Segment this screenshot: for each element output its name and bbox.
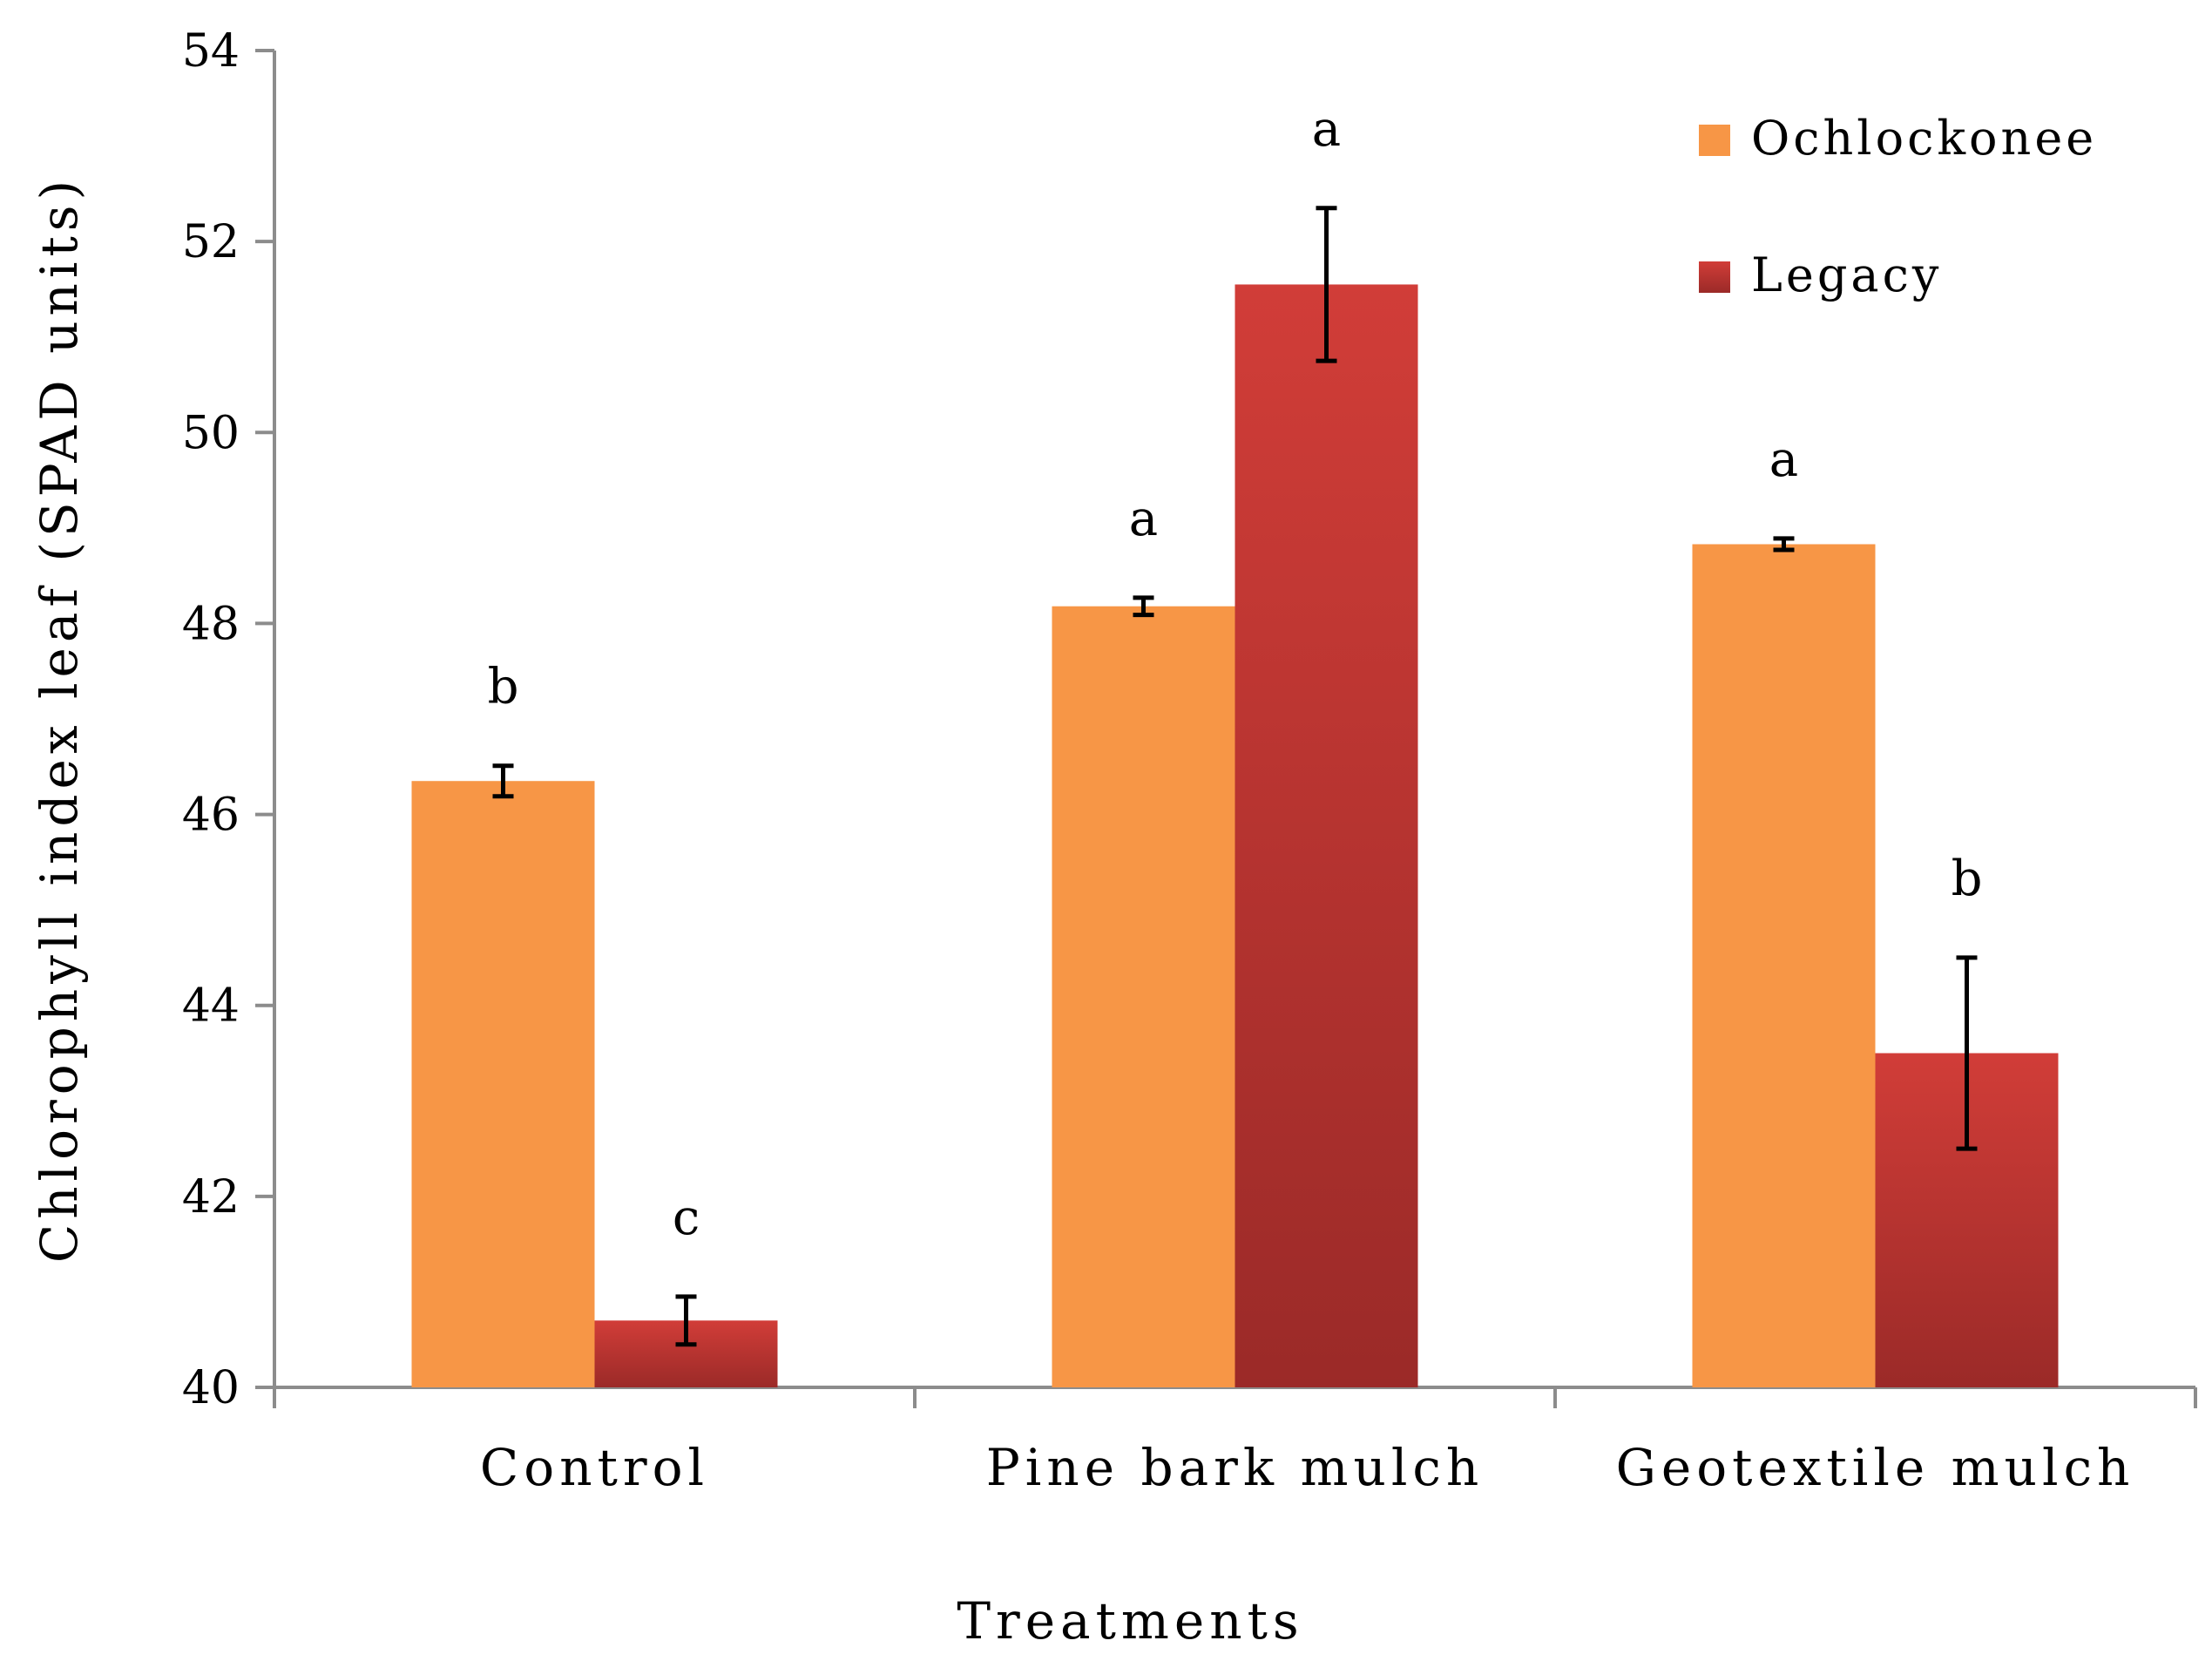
legend-label: Ochlockonee xyxy=(1751,111,2097,166)
y-tick-label: 42 xyxy=(182,1171,240,1224)
significance-label: a xyxy=(1769,431,1798,488)
y-tick-label: 48 xyxy=(182,598,240,650)
y-tick-label: 54 xyxy=(182,25,240,78)
bar-ochlockonee-0 xyxy=(411,781,595,1387)
bar-legacy-1 xyxy=(1235,284,1418,1388)
significance-label: c xyxy=(673,1190,700,1246)
x-category-label: Pine bark mulch xyxy=(986,1438,1484,1497)
y-tick-label: 44 xyxy=(182,980,240,1033)
bar-ochlockonee-2 xyxy=(1692,544,1876,1387)
significance-label: b xyxy=(488,659,519,715)
y-tick-label: 52 xyxy=(182,216,240,268)
legend-label: Legacy xyxy=(1751,247,1942,302)
legend-swatch-ochlockonee xyxy=(1699,125,1730,156)
x-category-label: Control xyxy=(480,1438,709,1497)
x-axis-title: Treatments xyxy=(957,1591,1303,1651)
y-tick-label: 46 xyxy=(182,790,240,842)
significance-label: a xyxy=(1312,101,1341,158)
bars xyxy=(411,206,2059,1388)
y-tick-label: 50 xyxy=(182,407,240,459)
bar-ochlockonee-1 xyxy=(1052,606,1235,1387)
labels: Control Pine bark mulch Geotextile mulch Tr… xyxy=(30,101,2135,1651)
y-tick-label: 40 xyxy=(182,1362,240,1414)
significance-label: b xyxy=(1952,851,1983,907)
legend-swatch-legacy xyxy=(1699,261,1730,293)
significance-label: a xyxy=(1129,491,1158,547)
y-axis-title: Chlorophyll index leaf (SPAD units) xyxy=(30,175,89,1263)
legend: Ochlockonee Legacy xyxy=(1699,111,2097,302)
x-category-label: Geotextile mulch xyxy=(1616,1438,2135,1497)
